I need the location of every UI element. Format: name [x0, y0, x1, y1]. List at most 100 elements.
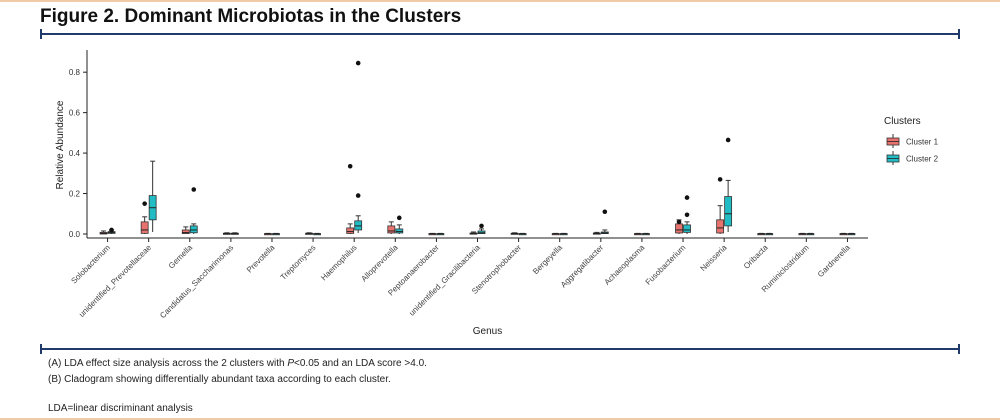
x-tick-label: Gemella [167, 243, 195, 271]
boxes-layer [99, 60, 856, 236]
box-cluster1 [798, 232, 807, 236]
caption-a-prefix: (A) LDA effect size analysis across the … [48, 358, 288, 369]
box-cluster1 [305, 232, 313, 235]
outlier-cluster1 [142, 201, 147, 206]
x-tick-label: Treptomyces [279, 243, 318, 282]
x-tick-label: unidentified_Prevotellaceae [77, 243, 153, 319]
box-cluster2 [806, 232, 815, 236]
figure-title: Figure 2. Dominant Microbiotas in the Cl… [40, 6, 462, 27]
outlier-cluster2 [479, 223, 484, 229]
box-cluster2 [436, 232, 445, 236]
x-tick-label: unidentified_Gracilibacteria [407, 243, 482, 318]
box-cluster1 [592, 231, 601, 235]
outlier-cluster2 [109, 227, 114, 233]
box-cluster1 [140, 216, 149, 234]
x-tick-label: Aggregatibacter [559, 243, 606, 290]
box-cluster1 [839, 232, 848, 236]
footnote: LDA=linear discriminant analysis [48, 403, 193, 414]
box-cluster2 [230, 232, 239, 235]
box-cluster1 [469, 231, 478, 235]
y-tick-label: 0.8 [69, 68, 81, 77]
caption-a: (A) LDA effect size analysis across the … [48, 358, 427, 369]
box-cluster1 [634, 232, 642, 236]
outlier-cluster2 [396, 215, 402, 221]
box-cluster1 [428, 232, 437, 236]
x-tick-label: Haemophilus [319, 243, 358, 282]
legend: Clusters Cluster 1 Cluster 2 [884, 116, 939, 165]
box-cluster2 [518, 232, 527, 236]
y-tick-label: 0.0 [69, 230, 81, 239]
box-cluster2 [600, 229, 609, 234]
box-cluster2 [395, 224, 404, 234]
box-cluster1 [222, 232, 231, 235]
box-cluster2 [477, 228, 486, 234]
box-cluster1 [264, 232, 272, 236]
bottom-accent-border [0, 418, 1000, 420]
box-cluster2 [765, 232, 774, 236]
box-iqr [354, 220, 363, 231]
caption-b: (B) Cladogram showing differentially abu… [48, 374, 391, 385]
box-iqr [716, 219, 725, 234]
box-cluster2 [354, 215, 363, 233]
box-iqr [395, 228, 404, 234]
caption-a-suffix: <0.05 and an LDA score >4.0. [294, 358, 427, 369]
outlier-cluster1 [676, 219, 682, 225]
box-cluster2 [272, 232, 280, 236]
box-iqr [675, 223, 683, 234]
x-tick-label: Candidatus_Saccharimonas [158, 243, 235, 320]
y-tick-label: 0.6 [69, 109, 81, 118]
box-cluster2 [642, 232, 650, 236]
box-cluster2 [189, 223, 198, 234]
top-accent-border [0, 0, 1000, 2]
outlier-cluster2 [355, 60, 361, 66]
x-tick-label: Achaeoplasma [603, 243, 647, 287]
caption-divider [40, 344, 960, 354]
x-tick-label: Bergeyella [531, 243, 564, 276]
legend-label: Cluster 2 [906, 155, 939, 164]
y-tick-label: 0.2 [69, 190, 81, 199]
outlier-cluster2 [355, 193, 361, 198]
box-cluster1 [99, 230, 108, 235]
box-cluster2 [559, 232, 568, 236]
box-cluster2 [847, 232, 856, 236]
box-cluster1 [510, 232, 519, 235]
box-cluster2 [683, 221, 691, 234]
box-iqr [683, 224, 691, 233]
legend-title: Clusters [884, 116, 921, 127]
box-cluster1 [181, 226, 190, 234]
box-iqr [387, 225, 396, 234]
outlier-cluster2 [602, 209, 608, 215]
boxplot-chart: 0.0 0.2 0.4 0.6 0.8 Relative Abundance Genus So… [55, 50, 939, 337]
outlier-cluster2 [684, 212, 690, 218]
x-axis-label: Genus [473, 326, 502, 337]
x-tick-label: Gardnerella [816, 243, 852, 279]
box-cluster1 [551, 232, 560, 236]
y-axis-label: Relative Abundance [55, 100, 66, 189]
box-cluster1 [716, 205, 725, 234]
x-tick-label: Alloprevotella [359, 243, 400, 284]
box-cluster2 [724, 179, 733, 232]
x-tick-label: Solobacterium [69, 243, 112, 286]
box-iqr [181, 229, 190, 234]
outlier-cluster2 [191, 187, 197, 192]
box-iqr [477, 230, 486, 234]
box-iqr [140, 221, 149, 234]
axes-layer: 0.0 0.2 0.4 0.6 0.8 Relative Abundance Genus So… [55, 50, 868, 337]
outlier-cluster1 [347, 163, 353, 169]
box-cluster1 [757, 232, 766, 236]
x-tick-label: Prevotella [245, 243, 277, 275]
outlier-cluster2 [725, 137, 731, 143]
caption-a-p: P [287, 358, 295, 369]
outlier-cluster2 [684, 195, 690, 200]
x-tick-label: Oribacta [742, 243, 770, 271]
legend-label: Cluster 1 [906, 138, 939, 147]
box-iqr [724, 196, 733, 227]
box-cluster1 [346, 223, 355, 234]
x-tick-label: Fusobacterium [644, 243, 688, 287]
outlier-cluster1 [717, 177, 723, 182]
box-iqr [346, 227, 355, 234]
box-iqr [189, 225, 198, 234]
y-tick-label: 0.4 [69, 149, 81, 158]
x-tick-label: Neisseria [699, 243, 729, 273]
box-cluster2 [148, 160, 157, 232]
